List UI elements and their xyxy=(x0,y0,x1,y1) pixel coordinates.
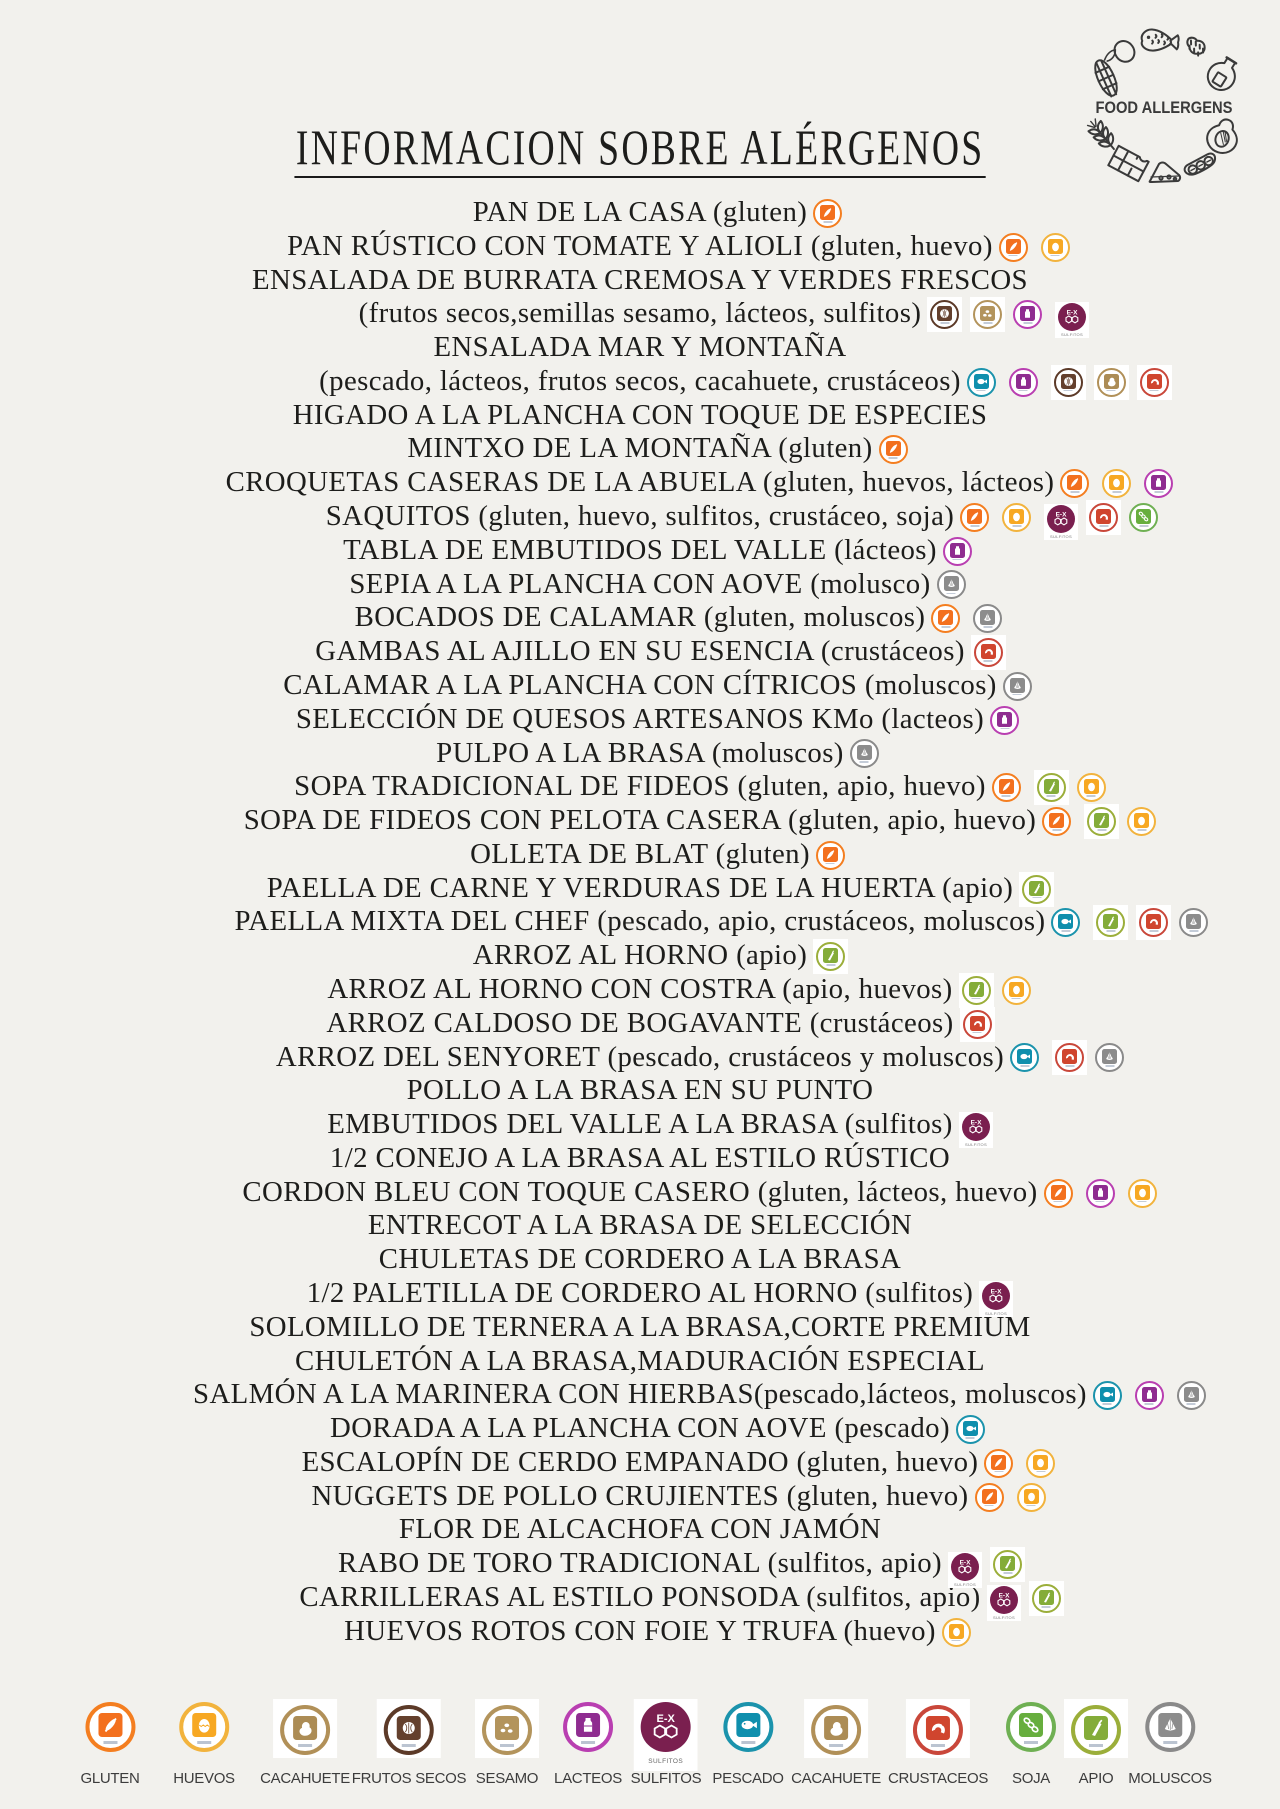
svg-text:SULFITOS: SULFITOS xyxy=(965,1142,987,1147)
svg-text:E-X: E-X xyxy=(1056,512,1068,519)
svg-text:E-X: E-X xyxy=(1067,309,1079,316)
svg-text:SULFITOS: SULFITOS xyxy=(993,1615,1015,1620)
svg-text:SULFITOS: SULFITOS xyxy=(985,1311,1007,1316)
svg-text:E-X: E-X xyxy=(991,1289,1003,1296)
svg-text:E-X: E-X xyxy=(970,1120,982,1127)
svg-text:E-X: E-X xyxy=(960,1559,972,1566)
svg-text:SULFITOS: SULFITOS xyxy=(649,1758,684,1765)
svg-text:E-X: E-X xyxy=(657,1713,676,1725)
svg-text:SULFITOS: SULFITOS xyxy=(1050,534,1072,539)
svg-text:E-X: E-X xyxy=(998,1593,1010,1600)
svg-text:SULFITOS: SULFITOS xyxy=(1061,332,1083,337)
svg-text:FOOD ALLERGENS: FOOD ALLERGENS xyxy=(1096,99,1233,117)
svg-text:SULFITOS: SULFITOS xyxy=(954,1582,976,1587)
